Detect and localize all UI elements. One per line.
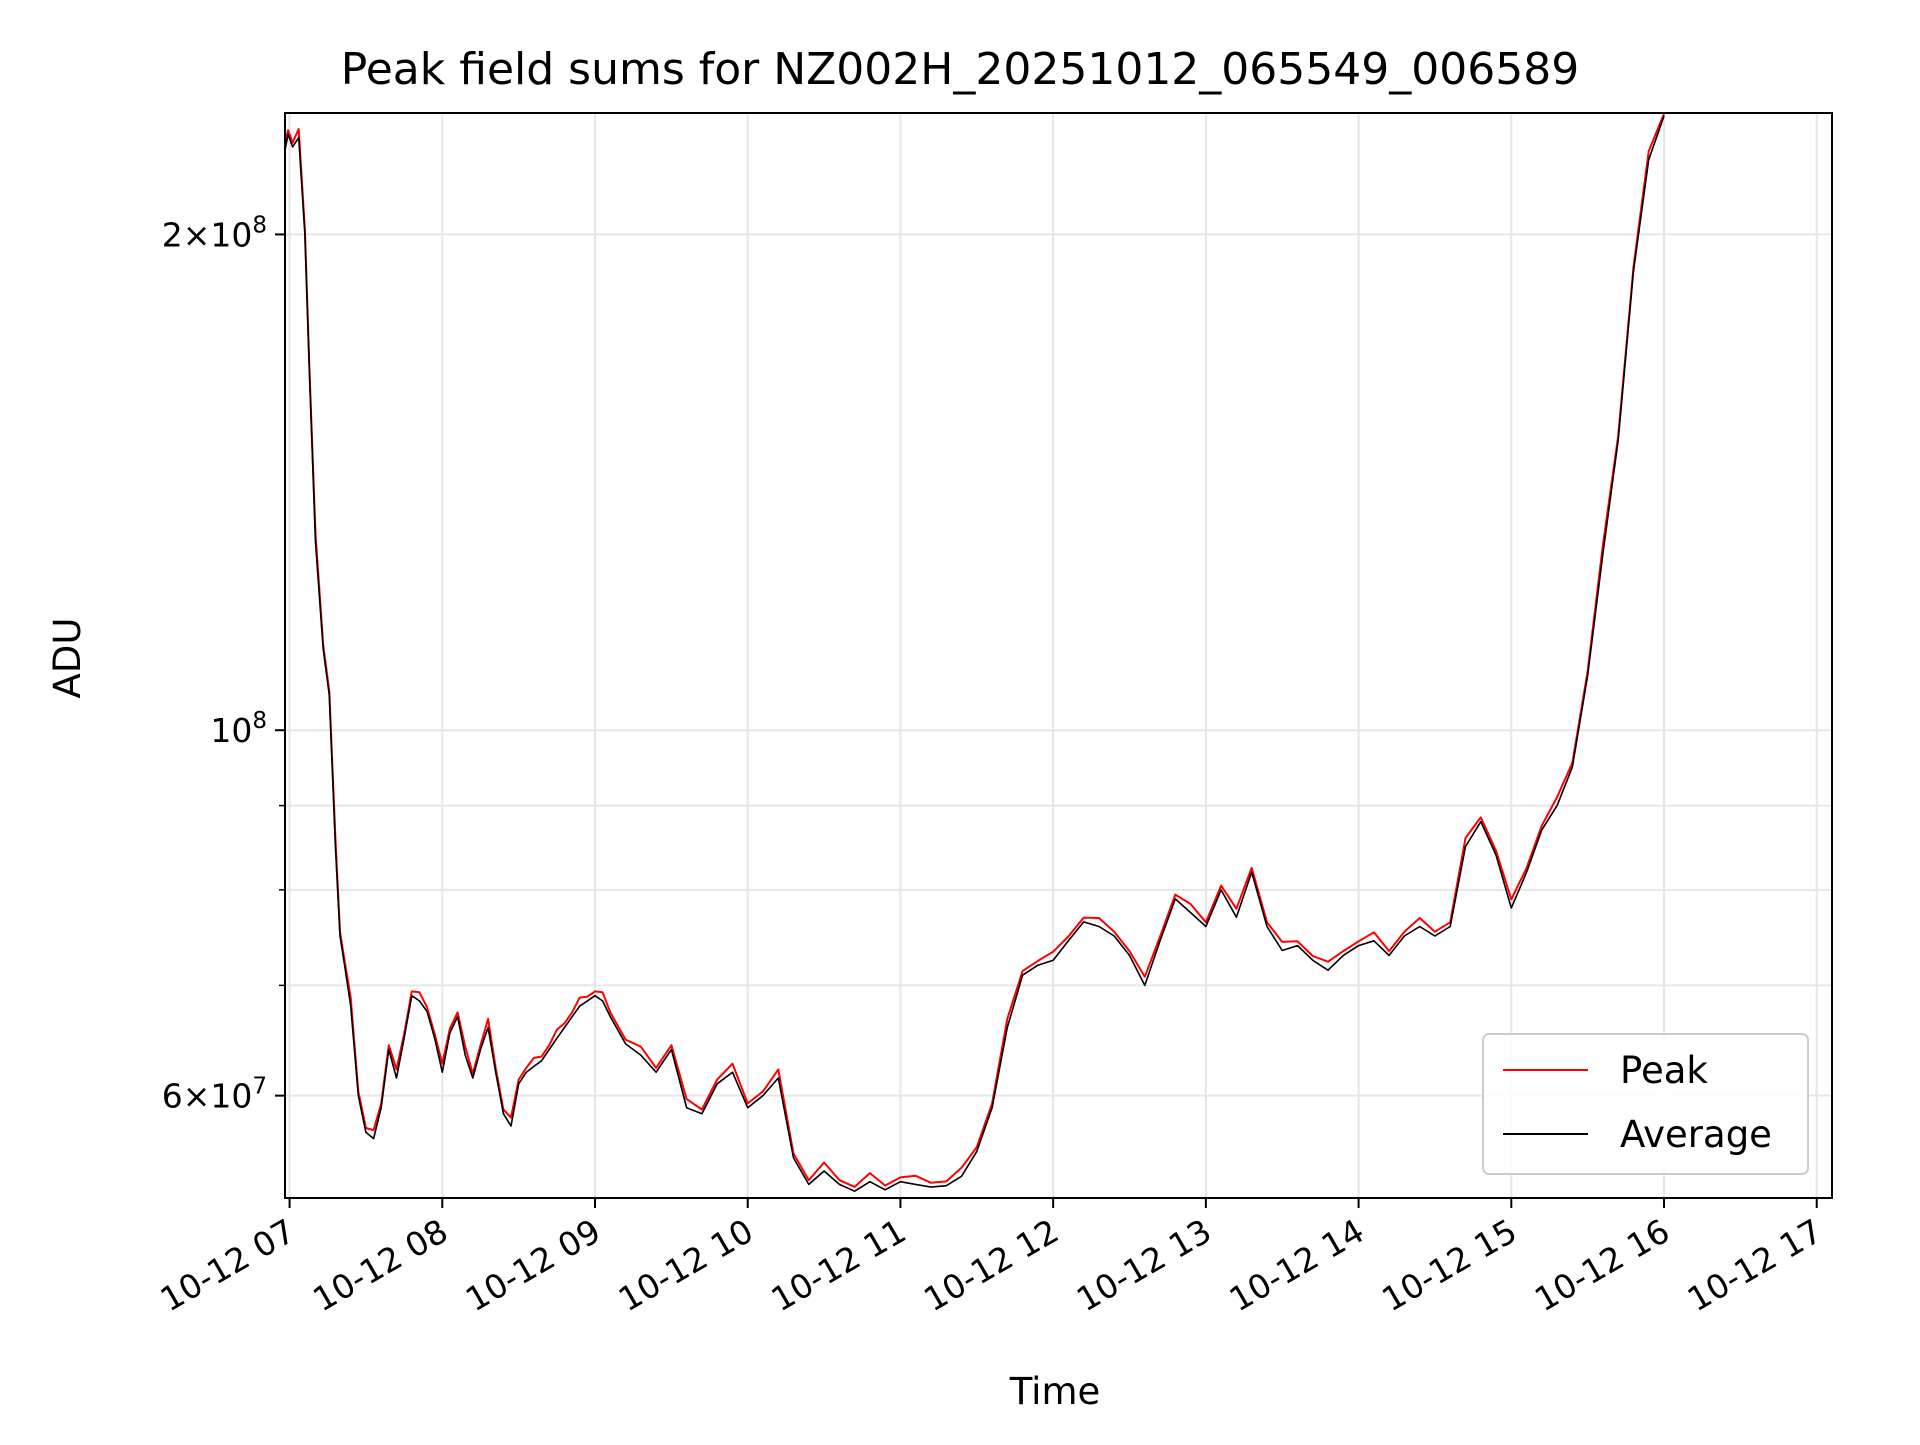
y-tick-label: 2×108 <box>162 212 267 254</box>
legend-peak-label: Peak <box>1620 1049 1708 1092</box>
x-axis-label: Time <box>1009 1370 1101 1413</box>
y-tick-label: 108 <box>210 708 267 750</box>
y-axis: 6×107 108 2×108 <box>162 212 285 1116</box>
chart-title: Peak field sums for NZ002H_20251012_0655… <box>341 44 1579 95</box>
average-series-line <box>284 115 1665 1192</box>
legend-average-label: Average <box>1620 1113 1772 1156</box>
plot-frame <box>284 112 1833 1199</box>
y-axis-label: ADU <box>46 618 89 699</box>
y-tick-label: 6×107 <box>162 1074 267 1116</box>
grid <box>285 113 1832 1198</box>
legend: Peak Average <box>1482 1033 1809 1175</box>
series <box>284 113 1665 1192</box>
